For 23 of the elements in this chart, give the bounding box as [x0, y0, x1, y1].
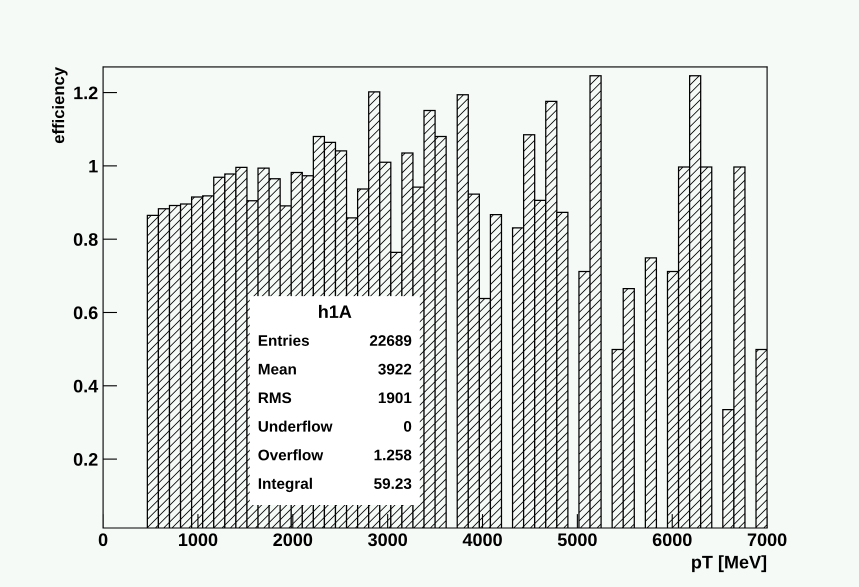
- y-axis-title: efficiency: [52, 67, 68, 144]
- x-tick-label: 2000: [273, 533, 312, 546]
- y-tick-label: 0.4: [74, 380, 98, 393]
- y-tick-label: 0.8: [74, 233, 98, 246]
- x-tick-label: 0: [98, 533, 108, 546]
- x-axis-title: pT [MeV]: [692, 555, 766, 572]
- x-tick-label: 5000: [558, 533, 597, 546]
- x-tick-label: 6000: [652, 533, 692, 546]
- text: Entries 22689: [258, 334, 412, 346]
- y-tick-label: 0.2: [74, 453, 98, 466]
- text: Integral 59.23: [258, 478, 412, 492]
- text: Underflow 0: [258, 420, 412, 432]
- x-tick-label: 3000: [368, 533, 407, 546]
- text: Mean 3922: [258, 364, 412, 375]
- y-tick-label: 1.2: [74, 86, 98, 100]
- x-tick-label: 4000: [462, 533, 502, 546]
- text: RMS 1901: [258, 392, 412, 404]
- x-tick-label: 7000: [748, 533, 786, 546]
- annotation: h1A: [319, 304, 352, 318]
- text: Overflow 1.258: [258, 449, 412, 460]
- x-tick-label: 1000: [178, 533, 218, 546]
- y-tick-label: 1: [89, 160, 98, 172]
- y-tick-label: 0.6: [74, 306, 98, 320]
